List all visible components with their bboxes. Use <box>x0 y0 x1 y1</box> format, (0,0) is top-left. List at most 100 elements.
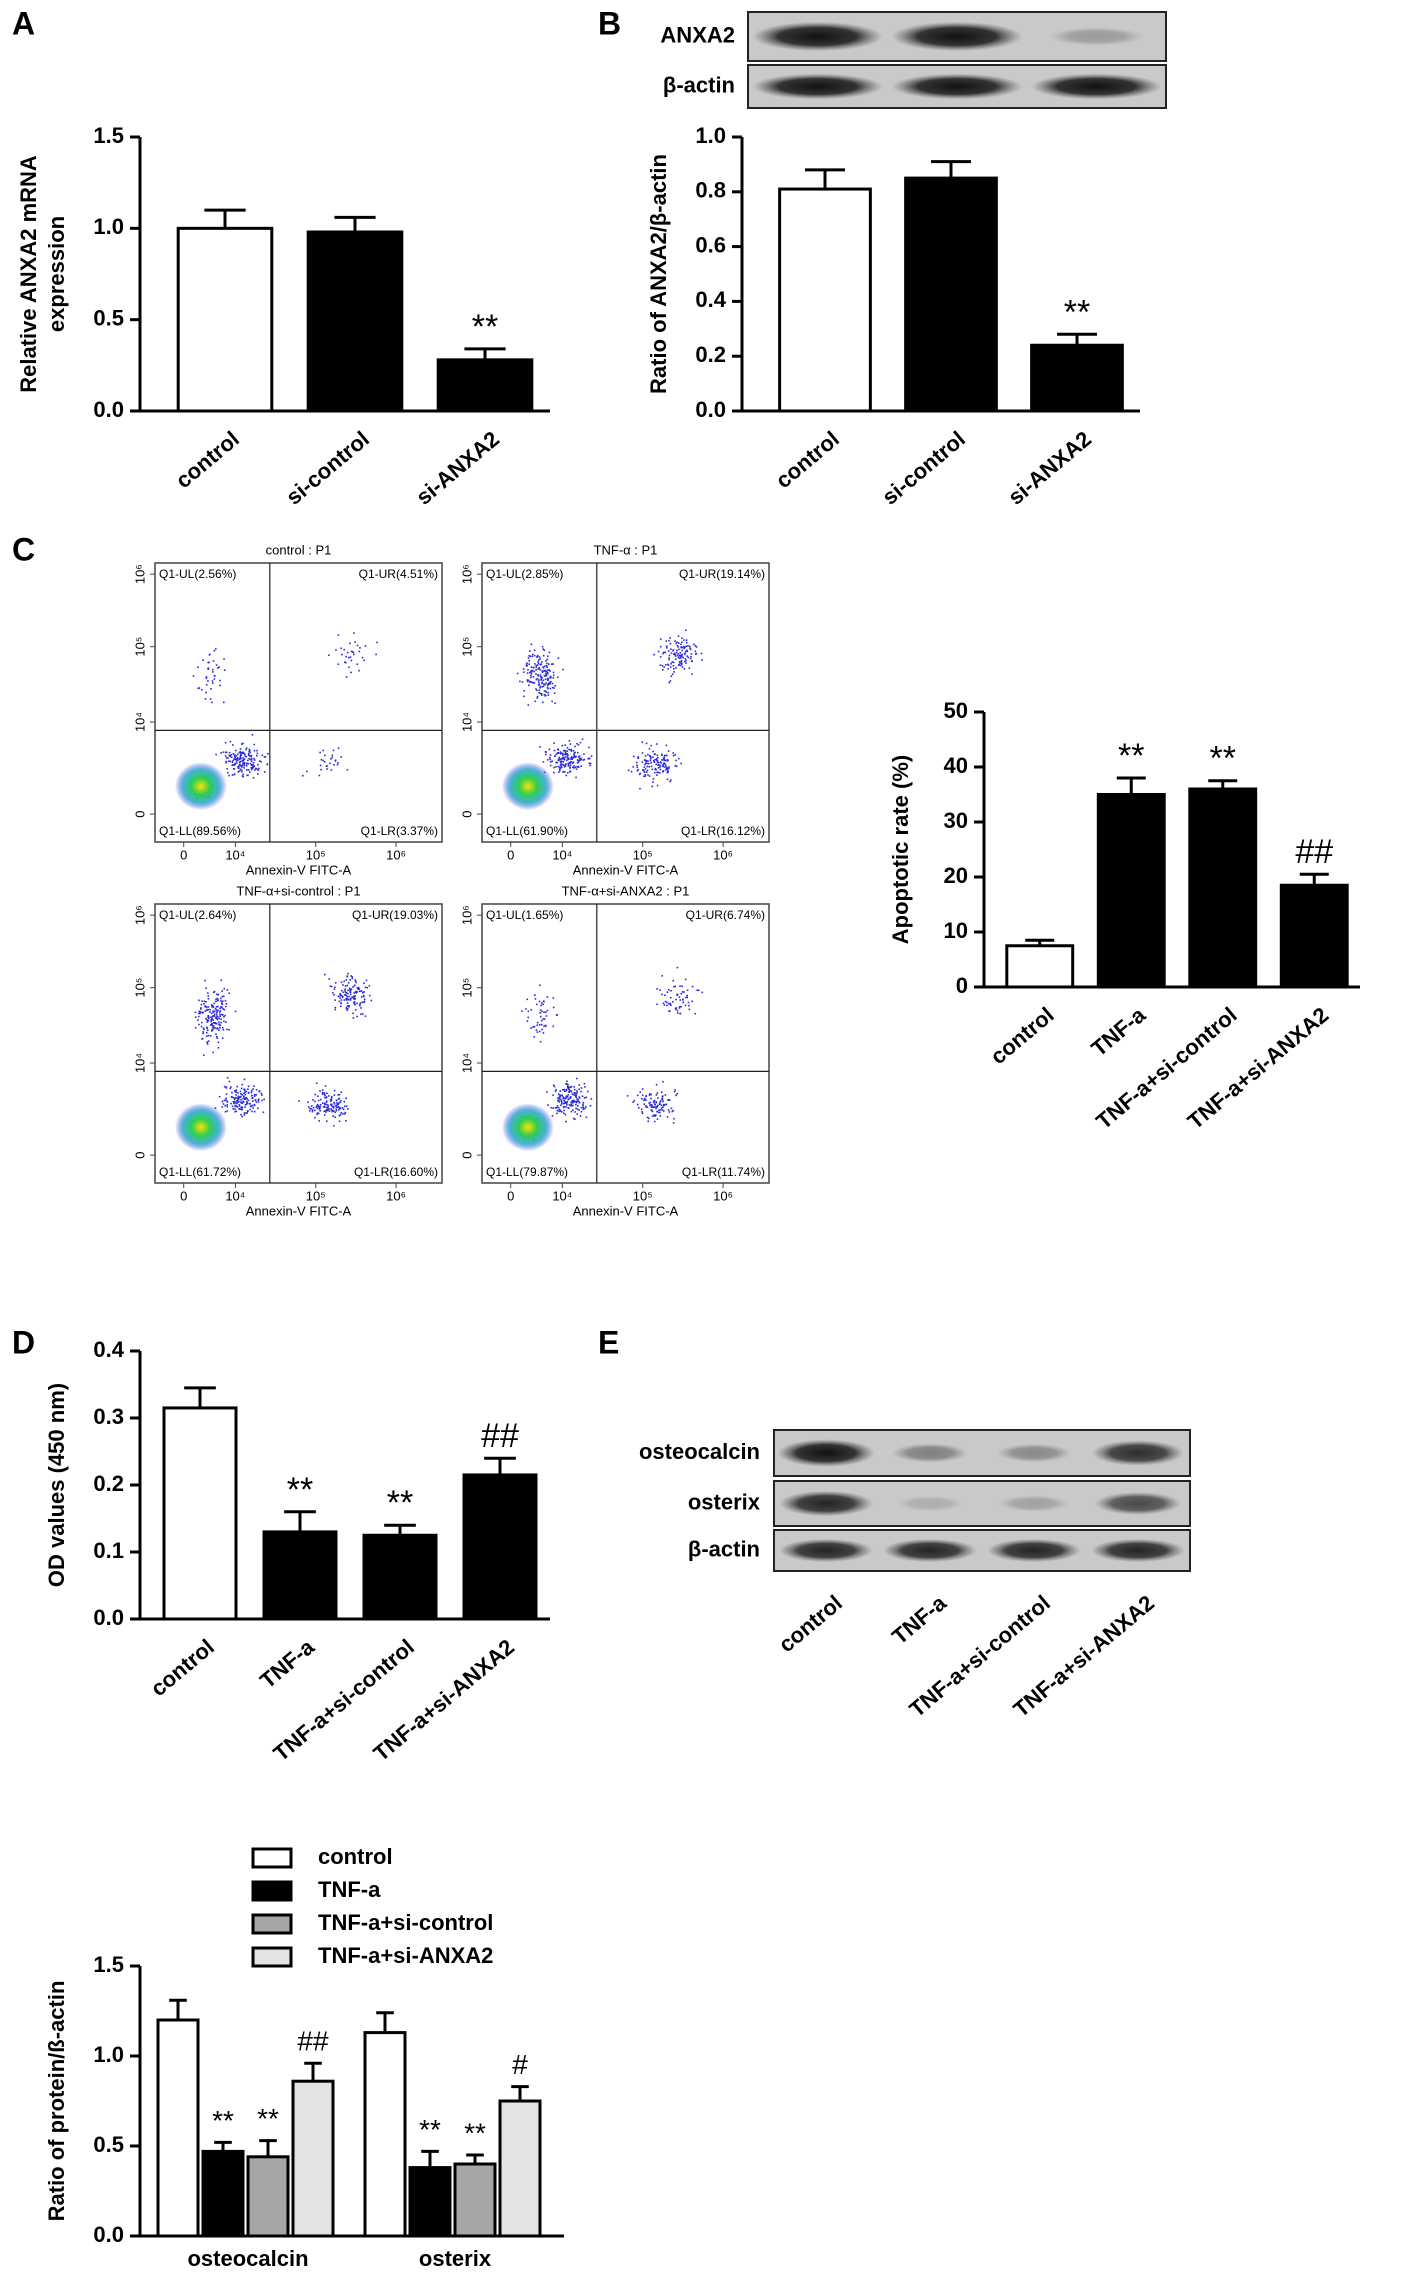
event-dot <box>539 663 542 666</box>
event-dot <box>678 660 681 663</box>
event-dot <box>539 685 542 688</box>
event-dot <box>224 1104 226 1107</box>
event-dot <box>641 741 644 743</box>
event-dot <box>690 653 693 655</box>
event-dot <box>240 1087 243 1090</box>
event-dot <box>218 1017 220 1020</box>
event-dot <box>317 1095 319 1097</box>
event-dot <box>672 752 675 754</box>
event-dot <box>545 682 547 684</box>
event-dot <box>663 994 666 997</box>
event-dot <box>575 768 578 770</box>
event-dot <box>363 659 365 662</box>
event-dot <box>248 757 250 760</box>
event-dot <box>574 1118 576 1121</box>
bar <box>453 2162 497 2238</box>
event-dot <box>538 689 541 691</box>
y-tick-label: 10⁵ <box>132 978 147 998</box>
event-dot <box>559 1090 562 1092</box>
event-dot <box>535 664 537 667</box>
event-dot <box>214 1008 217 1010</box>
event-dot <box>558 756 561 759</box>
event-dot <box>558 1101 561 1103</box>
bar <box>156 2018 200 2238</box>
event-dot <box>218 666 220 668</box>
event-dot <box>577 1098 580 1101</box>
event-dot <box>541 1010 543 1013</box>
event-dot <box>254 1095 256 1097</box>
event-dot <box>351 996 354 999</box>
event-dot <box>537 681 540 684</box>
event-dot <box>670 1004 672 1007</box>
event-dot <box>335 649 337 651</box>
event-dot <box>522 668 525 670</box>
event-dot <box>255 1089 258 1091</box>
event-dot <box>669 996 672 999</box>
event-dot <box>589 762 592 765</box>
event-dot <box>657 771 660 774</box>
event-dot <box>669 1002 671 1005</box>
event-dot <box>676 644 679 647</box>
event-dot <box>532 676 535 678</box>
event-dot <box>560 752 562 755</box>
event-dot <box>347 972 349 975</box>
plot-frame <box>481 562 770 843</box>
event-dot <box>672 1000 674 1003</box>
bar <box>291 2079 335 2238</box>
event-dot <box>573 1099 575 1102</box>
y-tick-label: 1.0 <box>93 214 124 239</box>
event-dot <box>213 675 216 677</box>
event-dot <box>250 767 253 770</box>
event-dot <box>534 700 537 703</box>
blot-band <box>778 1538 874 1563</box>
event-dot <box>326 768 328 770</box>
event-dot <box>237 771 240 773</box>
event-dot <box>530 1027 532 1029</box>
event-dot <box>202 1031 204 1033</box>
event-dot <box>333 1124 335 1127</box>
event-dot <box>670 989 672 992</box>
event-dot <box>544 753 547 756</box>
event-dot <box>533 682 535 684</box>
event-dot <box>253 1093 256 1096</box>
event-dot <box>537 674 540 677</box>
event-dot <box>317 1112 320 1115</box>
event-dot <box>539 692 542 695</box>
event-dot <box>356 1015 358 1018</box>
event-dot <box>362 1013 364 1015</box>
event-dot <box>681 985 683 988</box>
event-dot <box>655 1083 658 1086</box>
event-dot <box>648 765 651 768</box>
event-dot <box>662 652 664 655</box>
event-dot <box>242 762 244 765</box>
event-dot <box>219 1007 221 1010</box>
event-dot <box>696 989 699 991</box>
event-dot <box>319 1090 321 1092</box>
y-axis-label: Relative ANXA2 mRNA <box>16 155 41 393</box>
event-dot <box>701 991 704 994</box>
event-dot <box>210 687 212 690</box>
event-dot <box>542 685 545 687</box>
event-dot <box>234 1096 237 1099</box>
event-dot <box>547 672 549 675</box>
event-dot <box>674 640 676 642</box>
event-dot <box>543 1000 545 1003</box>
event-dot <box>530 670 533 673</box>
event-dot <box>578 755 581 757</box>
x-tick-label: si-control <box>281 426 374 510</box>
event-dot <box>658 1111 660 1114</box>
event-dot <box>211 701 213 704</box>
event-dot <box>688 1004 690 1007</box>
event-dot <box>232 768 235 770</box>
event-dot <box>659 768 662 771</box>
event-dot <box>662 1110 665 1112</box>
event-dot <box>694 650 697 653</box>
event-dot <box>206 1043 209 1045</box>
event-dot <box>224 1099 227 1101</box>
event-dot <box>250 1091 253 1094</box>
event-dot <box>222 1014 224 1016</box>
event-dot <box>247 1088 249 1090</box>
event-dot <box>241 775 244 777</box>
event-dot <box>574 1111 576 1113</box>
event-dot <box>213 1002 216 1005</box>
